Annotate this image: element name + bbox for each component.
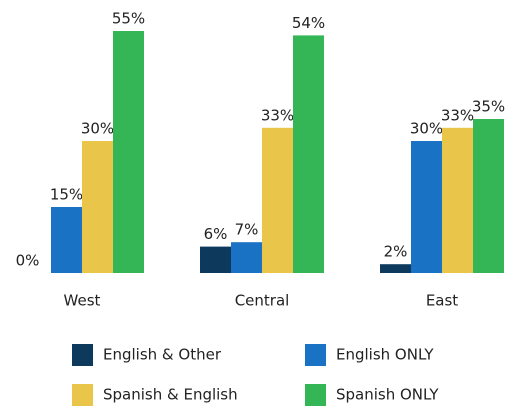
bar (442, 127, 473, 273)
x-tick-label: West (64, 292, 101, 310)
data-label: 2% (384, 243, 408, 261)
x-tick-label: East (426, 292, 458, 310)
legend-label: Spanish & English (103, 386, 238, 404)
data-label: 7% (235, 221, 259, 239)
bar (113, 31, 144, 273)
bar (411, 141, 442, 273)
data-label: 15% (50, 186, 83, 204)
data-label: 33% (441, 106, 474, 124)
data-label: 54% (292, 14, 325, 32)
bar (380, 264, 411, 273)
legend-swatch (305, 344, 326, 366)
bar (51, 207, 82, 273)
bar (231, 242, 262, 273)
bar (262, 127, 293, 273)
legend-swatch (72, 344, 93, 366)
bar (293, 35, 324, 274)
data-label: 35% (472, 98, 505, 116)
data-label: 0% (16, 252, 40, 270)
data-label: 33% (261, 106, 294, 124)
data-label: 6% (204, 225, 228, 243)
data-label: 30% (410, 120, 443, 138)
legend-label: English ONLY (336, 346, 434, 364)
bar (82, 141, 113, 273)
legend-label: English & Other (103, 346, 222, 364)
bar (473, 119, 504, 273)
x-tick-label: Central (235, 292, 290, 310)
data-label: 30% (81, 120, 114, 138)
bar (200, 246, 231, 273)
legend-swatch (305, 384, 326, 406)
legend-swatch (72, 384, 93, 406)
legend-label: Spanish ONLY (336, 386, 439, 404)
data-label: 55% (112, 10, 145, 28)
